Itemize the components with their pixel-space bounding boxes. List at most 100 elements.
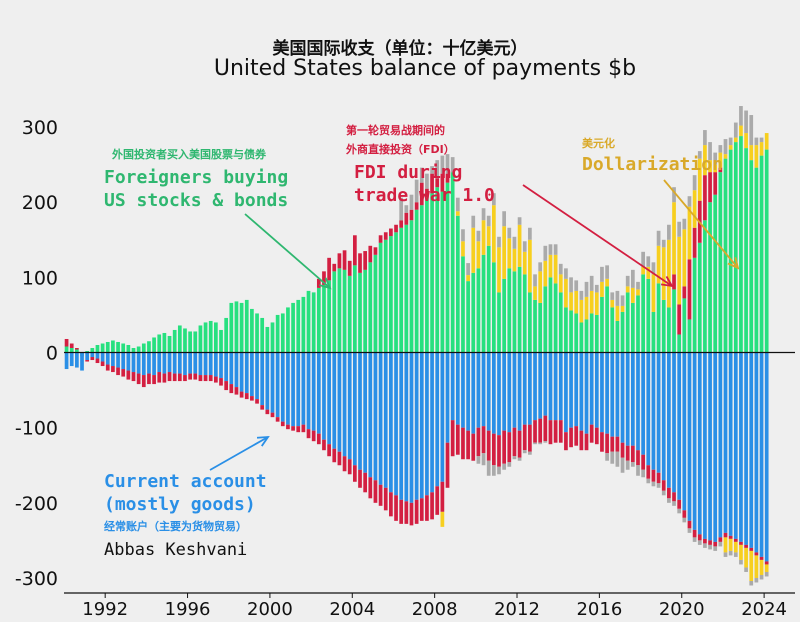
bar-portfolio	[157, 334, 162, 353]
bar-portfolio	[136, 346, 141, 353]
bar-portfolio	[311, 292, 316, 353]
bar-dollarization	[625, 286, 630, 293]
bar-other	[461, 229, 465, 242]
bar-fdi	[594, 427, 599, 445]
bar-other	[600, 266, 604, 282]
bar-fdi	[409, 502, 414, 526]
bar-fdi	[311, 430, 316, 442]
bar-portfolio	[383, 239, 388, 353]
bar-dollarization	[594, 292, 599, 315]
bar-dollarization	[605, 278, 609, 287]
bar-dollarization	[492, 205, 496, 263]
bar-current_account	[162, 352, 167, 374]
bar-other	[528, 227, 532, 240]
bar-other	[445, 154, 450, 174]
bar-other	[517, 457, 522, 461]
bar-current_account	[605, 352, 609, 434]
bar-fdi	[286, 424, 290, 430]
bar-other	[450, 157, 455, 173]
bar-fdi	[692, 227, 697, 258]
bar-dollarization	[764, 133, 769, 150]
bar-dollarization	[610, 299, 615, 308]
bar-portfolio	[131, 348, 136, 353]
bar-portfolio	[188, 331, 192, 353]
bar-dollarization	[538, 271, 543, 303]
bar-other	[404, 205, 409, 213]
bar-fdi	[430, 173, 434, 194]
bar-fdi	[517, 430, 522, 458]
bar-current_account	[703, 352, 707, 539]
bar-current_account	[389, 352, 393, 493]
bar-fdi	[394, 224, 398, 233]
bar-fdi	[677, 499, 682, 509]
bar-other	[466, 263, 470, 276]
bar-other	[486, 215, 491, 227]
bar-other	[682, 218, 687, 230]
bar-current_account	[327, 352, 331, 445]
bar-portfolio	[177, 325, 182, 353]
bar-portfolio	[121, 343, 126, 353]
bar-fdi	[404, 212, 409, 225]
bar-portfolio	[167, 335, 172, 353]
bar-fdi	[708, 172, 712, 203]
bar-fdi	[332, 448, 337, 463]
bar-dollarization	[749, 550, 754, 581]
x-tick-label: 1992	[82, 599, 128, 620]
bar-other	[636, 281, 640, 290]
bar-other	[646, 256, 651, 267]
bar-fdi	[250, 396, 254, 401]
bar-fdi	[85, 360, 90, 362]
bar-current_account	[440, 352, 445, 482]
bar-dollarization	[744, 547, 748, 568]
bar-current_account	[744, 352, 748, 545]
bar-other	[615, 290, 620, 306]
bar-fdi	[502, 430, 506, 464]
bar-portfolio	[316, 287, 321, 353]
bar-portfolio	[502, 278, 506, 353]
bar-other	[512, 456, 517, 460]
bar-other	[620, 295, 625, 306]
bar-fdi	[703, 175, 707, 221]
bar-current_account	[322, 352, 326, 440]
bar-fdi	[630, 445, 635, 463]
bar-portfolio	[723, 158, 728, 353]
bar-portfolio	[90, 348, 95, 353]
bar-current_account	[497, 352, 501, 436]
bar-other	[492, 465, 496, 476]
bar-current_account	[111, 352, 115, 367]
bar-fdi	[667, 487, 671, 499]
bar-dollarization	[502, 226, 506, 279]
bar-portfolio	[208, 320, 213, 353]
bar-current_account	[667, 352, 671, 488]
arrow-current-account	[209, 436, 269, 471]
bar-portfolio	[661, 299, 666, 353]
bar-portfolio	[744, 148, 748, 353]
bar-other	[630, 462, 635, 467]
bar-portfolio	[183, 328, 187, 353]
bar-other	[610, 292, 615, 300]
bar-fdi	[461, 427, 465, 460]
x-tick-label: 2008	[412, 599, 458, 620]
bar-fdi	[162, 373, 167, 383]
bar-fdi	[327, 257, 331, 281]
bar-current_account	[90, 352, 95, 358]
chart-title-chinese: 美国国际收支（单位：十亿美元）	[272, 39, 528, 59]
bar-fdi	[368, 477, 373, 499]
x-tick-label: 2004	[329, 599, 375, 620]
bar-current_account	[636, 352, 640, 451]
bar-portfolio	[239, 302, 244, 353]
bar-current_account	[136, 352, 141, 374]
bar-current_account	[553, 352, 558, 421]
bar-fdi	[466, 430, 470, 460]
bar-current_account	[121, 352, 126, 370]
bar-current_account	[764, 352, 769, 562]
bar-fdi	[440, 173, 445, 192]
bar-portfolio	[754, 167, 759, 353]
bar-fdi	[430, 492, 434, 520]
bar-fdi	[445, 442, 450, 488]
bar-other	[708, 544, 712, 550]
bar-other	[718, 541, 723, 547]
bar-other	[723, 139, 728, 155]
bar-fdi	[718, 167, 723, 173]
bar-portfolio	[193, 331, 198, 353]
